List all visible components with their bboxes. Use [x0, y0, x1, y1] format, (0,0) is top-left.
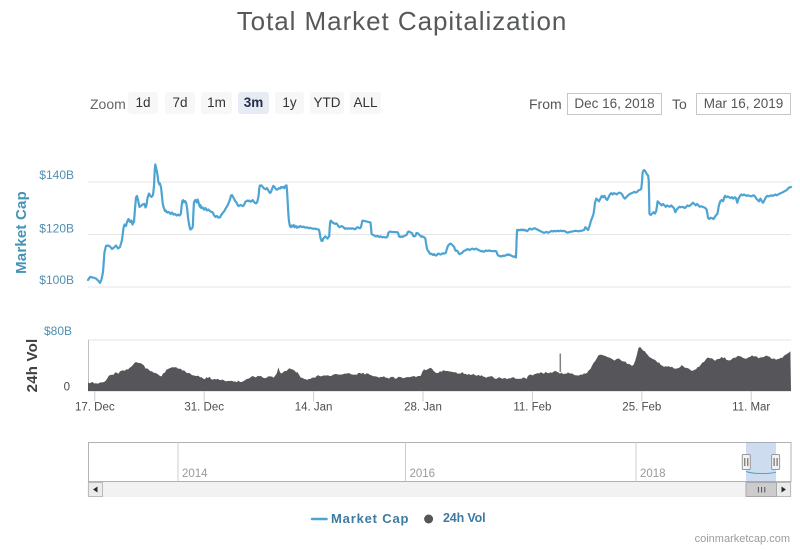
- svg-text:14. Jan: 14. Jan: [295, 402, 333, 414]
- svg-text:$140B: $140B: [39, 168, 74, 182]
- svg-text:31. Dec: 31. Dec: [184, 402, 224, 414]
- svg-text:2016: 2016: [410, 468, 436, 480]
- svg-text:2014: 2014: [182, 468, 208, 480]
- svg-text:11. Mar: 11. Mar: [732, 402, 770, 414]
- svg-text:Market Cap: Market Cap: [13, 191, 30, 274]
- svg-text:$100B: $100B: [39, 273, 74, 287]
- svg-text:24h Vol: 24h Vol: [24, 339, 41, 393]
- svg-text:0: 0: [64, 382, 70, 394]
- svg-text:11. Feb: 11. Feb: [513, 402, 551, 414]
- svg-text:$80B: $80B: [44, 324, 72, 338]
- svg-text:28. Jan: 28. Jan: [404, 402, 442, 414]
- svg-text:$120B: $120B: [39, 222, 74, 236]
- svg-text:17. Dec: 17. Dec: [75, 402, 115, 414]
- svg-text:2018: 2018: [640, 468, 666, 480]
- svg-text:25. Feb: 25. Feb: [622, 402, 661, 414]
